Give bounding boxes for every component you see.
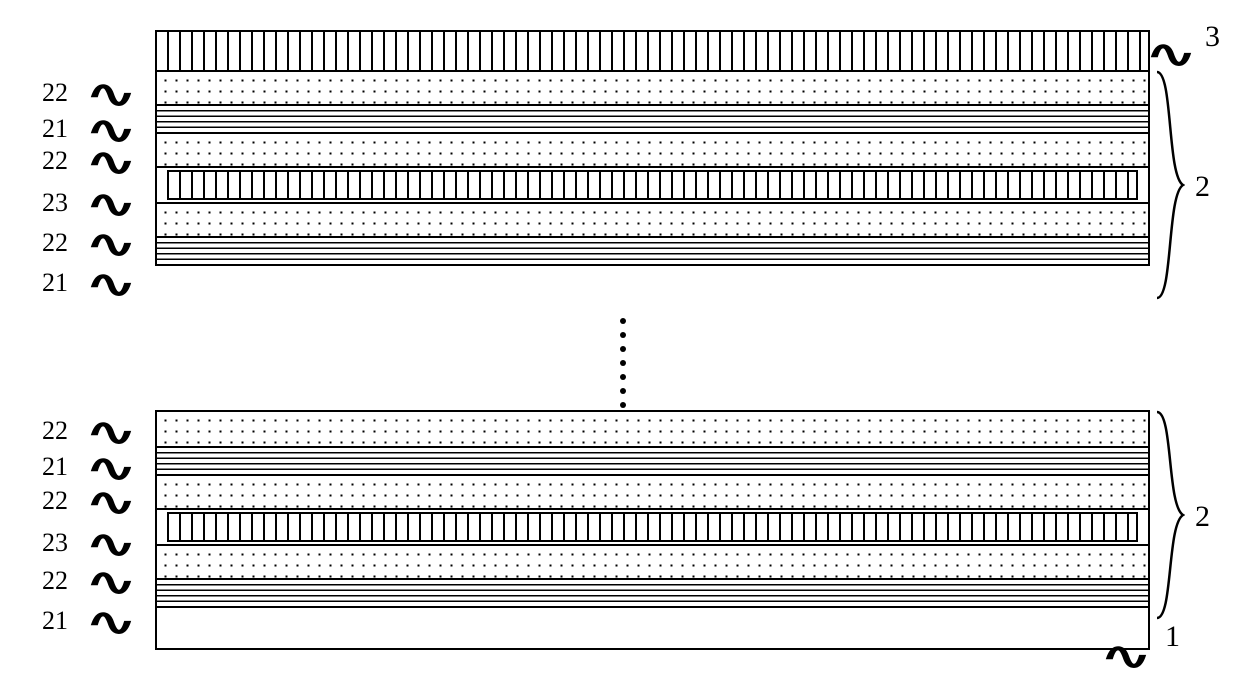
substrate-1 xyxy=(157,606,1148,648)
leader-tilde: ∿ xyxy=(85,266,136,304)
leader-tilde: ∿ xyxy=(85,186,136,224)
layer-23 xyxy=(167,170,1138,200)
leader-tilde: ∿ xyxy=(85,76,136,114)
leader-tilde: ∿ xyxy=(85,526,136,564)
ref-1: 1 xyxy=(1165,620,1180,654)
layer-23-wrap xyxy=(157,166,1148,202)
leader-tilde: ∿ xyxy=(85,144,136,182)
top-stack xyxy=(155,30,1150,266)
leader-tilde: ∿ xyxy=(85,414,136,452)
layer-22 xyxy=(157,132,1148,166)
label-23: 23 xyxy=(42,530,68,556)
brace-2-bottom xyxy=(1155,410,1185,620)
layer-22 xyxy=(157,474,1148,508)
label-22: 22 xyxy=(42,568,68,594)
layered-structure-diagram: 22 ∿ 21 ∿ 22 ∿ 23 ∿ 22 ∿ 21 ∿ 22 ∿ 21 ∿ … xyxy=(20,20,1220,680)
label-23: 23 xyxy=(42,190,68,216)
layer-22 xyxy=(157,412,1148,446)
label-22: 22 xyxy=(42,418,68,444)
layer-21 xyxy=(157,236,1148,264)
brace-2-top xyxy=(1155,70,1185,300)
layer-22 xyxy=(157,202,1148,236)
bottom-stack xyxy=(155,410,1150,650)
label-21: 21 xyxy=(42,608,68,634)
leader-tilde: ∿ xyxy=(85,226,136,264)
layer-21 xyxy=(157,578,1148,606)
layer-22 xyxy=(157,70,1148,104)
ref-2: 2 xyxy=(1195,500,1210,534)
layer-3-cap xyxy=(157,32,1148,70)
layer-21 xyxy=(157,446,1148,474)
leader-tilde: ∿ xyxy=(1145,36,1196,74)
leader-tilde: ∿ xyxy=(1100,638,1151,676)
ref-3: 3 xyxy=(1205,20,1220,54)
leader-tilde: ∿ xyxy=(85,564,136,602)
layer-21 xyxy=(157,104,1148,132)
layer-23 xyxy=(167,512,1138,542)
label-21: 21 xyxy=(42,454,68,480)
leader-tilde: ∿ xyxy=(85,604,136,642)
label-22: 22 xyxy=(42,148,68,174)
label-22: 22 xyxy=(42,230,68,256)
leader-tilde: ∿ xyxy=(85,484,136,522)
label-22: 22 xyxy=(42,80,68,106)
ref-2: 2 xyxy=(1195,170,1210,204)
continuation-dots xyxy=(620,318,626,408)
label-22: 22 xyxy=(42,488,68,514)
label-21: 21 xyxy=(42,270,68,296)
layer-23-wrap xyxy=(157,508,1148,544)
layer-22 xyxy=(157,544,1148,578)
label-21: 21 xyxy=(42,116,68,142)
